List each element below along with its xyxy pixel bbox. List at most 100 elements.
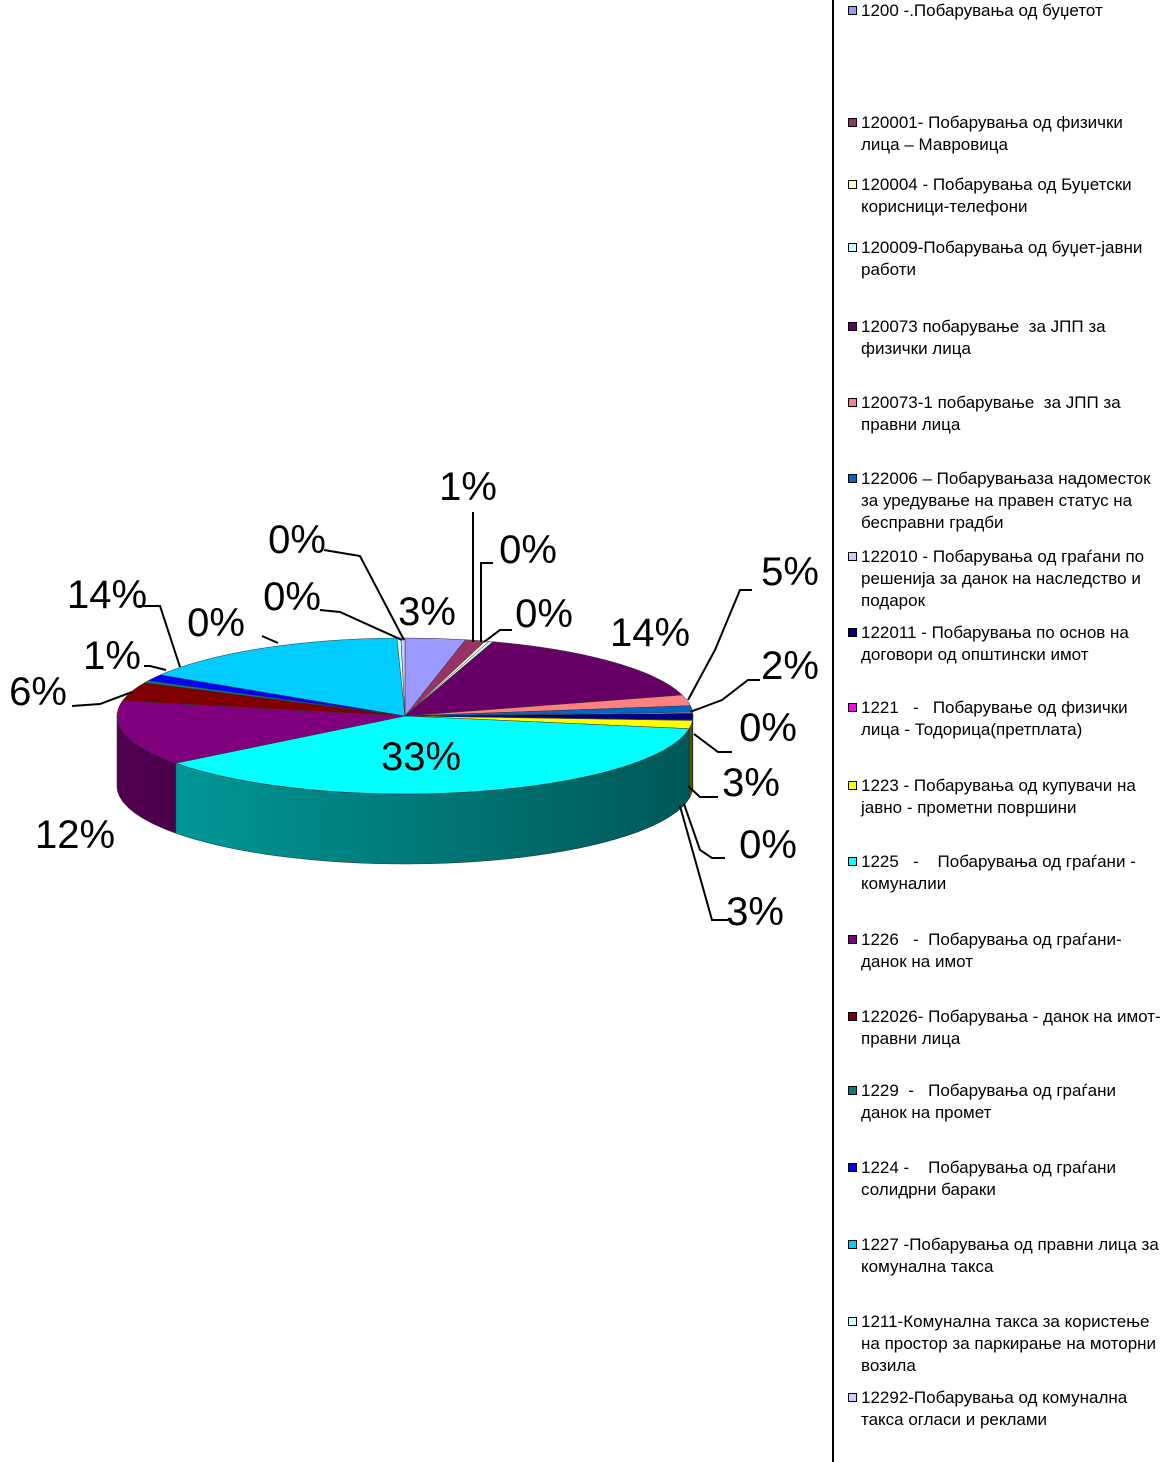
leader-line <box>687 785 718 798</box>
pie-percent-label: 33% <box>381 735 461 779</box>
pie-chart: 3%1%0%0% 14%2%5%0%0%0%3%33%12%6%0%1%14%0%… <box>9 465 819 934</box>
leader-line <box>679 805 728 921</box>
legend-swatch <box>848 474 857 483</box>
legend-swatch <box>848 118 857 127</box>
legend-label: 1225 - Побарувања од граѓани - комуналии <box>861 852 1141 893</box>
pie-side-shading <box>117 716 693 864</box>
legend-item: 1221 - Побарување од физички лица - Тодо… <box>848 697 1164 741</box>
legend-swatch <box>848 1240 857 1249</box>
legend-item: 1225 - Побарувања од граѓани - комуналии <box>848 851 1164 895</box>
legend-item: 122010 - Побарувања од граѓани по решени… <box>848 546 1164 612</box>
legend-item: 1227 -Побарувања од правни лица за комун… <box>848 1234 1164 1278</box>
pie-percent-label: 0% <box>263 575 321 619</box>
legend-label: 1226 - Побарувања од граѓани-данок на им… <box>861 930 1122 971</box>
legend-label: 120009-Побарувања од буџет-јавни работи <box>861 238 1148 279</box>
pie-percent-label: 3% <box>726 890 784 934</box>
legend-item: 120073-1 побарување за ЈПП за правни лиц… <box>848 392 1164 436</box>
legend-label: 1200 -.Побарувања од буџетот <box>861 1 1103 20</box>
leader-line <box>483 629 512 643</box>
legend-item: 120004 - Побарувања од Буџетски корисниц… <box>848 174 1164 218</box>
pie-percent-label: 12% <box>35 813 115 857</box>
legend-swatch <box>848 935 857 944</box>
pie-percent-label: 0% <box>739 823 797 867</box>
legend-swatch <box>848 781 857 790</box>
legend-label: 1227 -Побарувања од правни лица за комун… <box>861 1235 1164 1276</box>
leader-line <box>687 589 752 701</box>
pie-percent-label: 3% <box>398 590 456 634</box>
leader-line <box>683 803 725 859</box>
pie-percent-label: 0% <box>739 706 797 750</box>
legend-swatch <box>848 180 857 189</box>
legend-label: 120001- Побарувања од физички лица – Мав… <box>861 113 1128 154</box>
pie-leader-lines <box>71 512 760 921</box>
pie-slice <box>116 700 406 764</box>
leader-line <box>71 691 133 707</box>
legend-label: 1211-Комунална такса за користење на про… <box>861 1312 1161 1375</box>
pie-percent-label: 2% <box>761 644 819 688</box>
legend-swatch <box>848 6 857 15</box>
leader-line <box>323 549 405 641</box>
pie-slice <box>159 637 406 717</box>
pie-slice <box>174 715 690 795</box>
legend-swatch <box>848 1086 857 1095</box>
leader-line <box>480 562 493 642</box>
legend-item: 122011 - Побарувања по основ на договори… <box>848 622 1164 666</box>
pie-percent-label: 0% <box>515 592 573 636</box>
pie-percent-label: 1% <box>439 465 497 509</box>
legend-item: 1223 - Побарувања од купувачи на јавно -… <box>848 775 1164 819</box>
pie-sides <box>116 714 694 865</box>
legend-label: 120073-1 побарување за ЈПП за правни лиц… <box>861 393 1126 434</box>
legend-item: 122006 – Побарувањаза надоместок за уред… <box>848 468 1164 534</box>
pie-tops <box>116 637 694 795</box>
pie-percent-labels: 3%1%0%0% 14%2%5%0%0%0%3%33%12%6%0%1%14%0%… <box>9 465 819 934</box>
legend-label: 1221 - Побарување од физички лица - Тодо… <box>861 698 1133 739</box>
leader-line <box>693 733 732 753</box>
chart-legend: 1200 -.Побарувања од буџетот 120001- Поба… <box>832 0 1166 1462</box>
pie-percent-label: 1% <box>83 634 141 678</box>
legend-item: 1226 - Побарувања од граѓани-данок на им… <box>848 929 1164 973</box>
leader-line <box>689 679 760 713</box>
legend-label: 120004 - Побарувања од Буџетски корисниц… <box>861 175 1137 216</box>
pie-percent-label: 0% <box>499 528 557 572</box>
legend-swatch <box>848 1163 857 1172</box>
legend-item: 1200 -.Побарувања од буџетот <box>848 0 1164 22</box>
legend-item: 122026- Побарувања - данок на имот-правн… <box>848 1006 1164 1050</box>
legend-item: 120073 побарување за ЈПП за физички лица <box>848 316 1164 360</box>
legend-item: 1224 - Побарувања од граѓани солидрни ба… <box>848 1157 1164 1201</box>
legend-label: 1223 - Побарувања од купувачи на јавно -… <box>861 776 1141 817</box>
pie-percent-label: 5% <box>761 550 819 594</box>
pie-percent-label: 14% <box>67 573 147 617</box>
legend-item: 12292-Побарувања од комунална такса огла… <box>848 1387 1164 1431</box>
leader-line <box>138 605 181 668</box>
pie-percent-label: 14% <box>610 611 690 655</box>
legend-swatch <box>848 857 857 866</box>
legend-swatch <box>848 552 857 561</box>
legend-label: 120073 побарување за ЈПП за физички лица <box>861 317 1111 358</box>
pie-percent-label: 6% <box>9 670 67 714</box>
legend-label: 1229 - Побарувања од граѓани данок на пр… <box>861 1081 1121 1122</box>
legend-swatch <box>848 703 857 712</box>
pie-percent-label: 3% <box>722 761 780 805</box>
pie-slice <box>404 641 683 717</box>
leader-line <box>261 635 279 644</box>
legend-label: 12292-Побарувања од комунална такса огла… <box>861 1388 1132 1429</box>
legend-item: 120009-Побарувања од буџет-јавни работи <box>848 237 1164 281</box>
legend-swatch <box>848 1012 857 1021</box>
leader-line <box>319 609 403 641</box>
legend-item: 1211-Комунална такса за користење на про… <box>848 1311 1164 1377</box>
legend-label: 122011 - Побарувања по основ на договори… <box>861 623 1134 664</box>
legend-label: 122010 - Побарувања од граѓани по решени… <box>861 547 1149 610</box>
pie-percent-label: 0% <box>268 518 326 562</box>
legend-item: 120001- Побарувања од физички лица – Мав… <box>848 112 1164 156</box>
legend-item: 1229 - Побарувања од граѓани данок на пр… <box>848 1080 1164 1124</box>
legend-swatch <box>848 628 857 637</box>
legend-label: 122006 – Побарувањаза надоместок за уред… <box>861 469 1156 532</box>
legend-swatch <box>848 1317 857 1326</box>
pie-percent-label: 0% <box>187 601 245 645</box>
leader-line <box>144 665 167 671</box>
legend-label: 122026- Побарувања - данок на имот-правн… <box>861 1007 1161 1048</box>
legend-swatch <box>848 398 857 407</box>
legend-label: 1224 - Побарувања од граѓани солидрни ба… <box>861 1158 1121 1199</box>
legend-swatch <box>848 1393 857 1402</box>
legend-swatch <box>848 322 857 331</box>
